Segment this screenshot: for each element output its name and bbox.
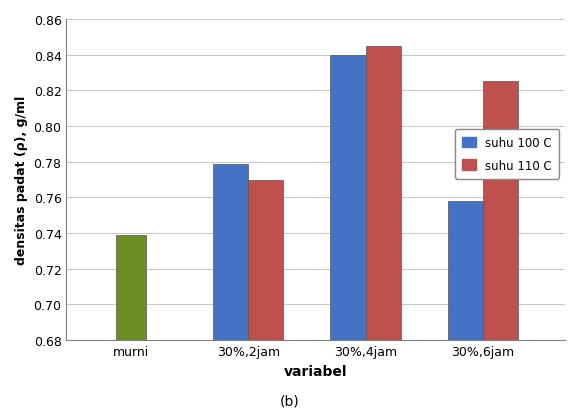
Bar <box>213 164 248 340</box>
Bar <box>116 235 146 340</box>
Bar <box>365 47 401 340</box>
Bar <box>483 82 518 340</box>
Bar <box>331 56 365 340</box>
Bar <box>248 180 284 340</box>
Legend: suhu 100 C, suhu 110 C: suhu 100 C, suhu 110 C <box>455 130 559 179</box>
Bar <box>448 202 483 340</box>
Text: (b): (b) <box>280 394 300 408</box>
X-axis label: variabel: variabel <box>284 364 347 378</box>
Y-axis label: densitas padat (ρ), g/ml: densitas padat (ρ), g/ml <box>15 96 28 265</box>
